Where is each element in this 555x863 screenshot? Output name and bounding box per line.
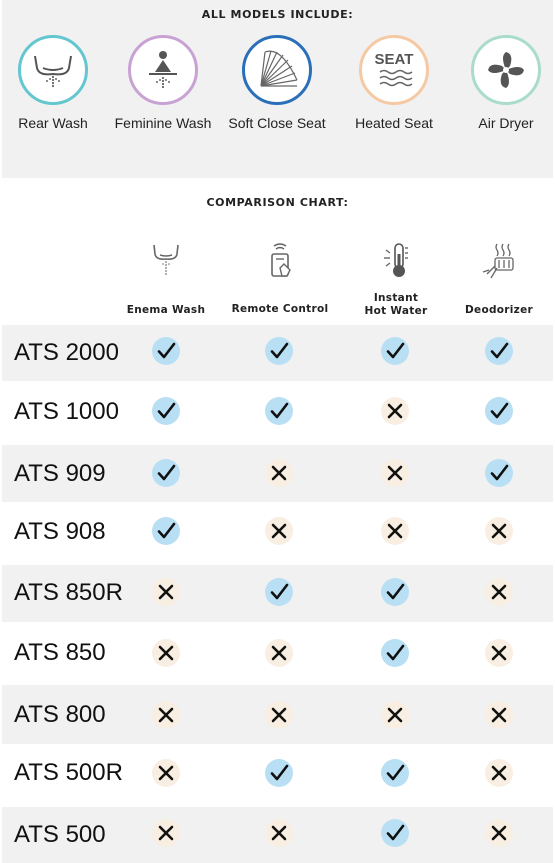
table-row: ATS 850R bbox=[2, 565, 553, 622]
model-name: ATS 850 bbox=[14, 639, 106, 666]
cross-icon bbox=[152, 701, 180, 729]
column-instant-hot-water: Instant Hot Water bbox=[341, 240, 451, 317]
column-remote-control: Remote Control bbox=[225, 240, 335, 315]
rear-wash-icon bbox=[18, 35, 88, 105]
feature-air-dryer: Air Dryer bbox=[451, 35, 555, 132]
check-icon bbox=[381, 337, 409, 365]
check-icon bbox=[265, 578, 293, 606]
comparison-heading: COMPARISON CHART: bbox=[206, 196, 349, 209]
column-label: Instant Hot Water bbox=[364, 292, 428, 317]
column-label: Enema Wash bbox=[126, 304, 206, 316]
table-row: ATS 908 bbox=[2, 502, 553, 565]
check-icon bbox=[152, 517, 180, 545]
cross-icon bbox=[381, 397, 409, 425]
check-icon bbox=[152, 337, 180, 365]
cross-icon bbox=[265, 639, 293, 667]
model-name: ATS 2000 bbox=[14, 339, 119, 366]
feature-soft-close-seat: Soft Close Seat bbox=[222, 35, 332, 132]
feminine-wash-icon bbox=[128, 35, 198, 105]
table-row: ATS 850 bbox=[2, 622, 553, 685]
column-enema-wash: Enema Wash bbox=[111, 240, 221, 316]
check-icon bbox=[381, 759, 409, 787]
heated-seat-icon: SEAT bbox=[359, 35, 429, 105]
model-name: ATS 908 bbox=[14, 518, 106, 545]
check-icon bbox=[152, 397, 180, 425]
deodorizer-icon bbox=[482, 243, 514, 279]
feature-label: Feminine Wash bbox=[114, 115, 212, 131]
feature-label: Rear Wash bbox=[18, 115, 88, 131]
cross-icon bbox=[265, 459, 293, 487]
enema-wash-icon bbox=[153, 244, 179, 275]
remote-control-icon bbox=[271, 243, 291, 277]
seat-icon-text: SEAT bbox=[375, 51, 414, 68]
check-icon bbox=[485, 337, 513, 365]
column-label: Deodorizer bbox=[465, 304, 533, 316]
cross-icon bbox=[485, 701, 513, 729]
cross-icon bbox=[485, 639, 513, 667]
check-icon bbox=[265, 759, 293, 787]
column-label: Remote Control bbox=[231, 303, 329, 315]
feature-heated-seat: SEAT Heated Seat bbox=[339, 35, 449, 132]
check-icon bbox=[381, 578, 409, 606]
feature-label: Heated Seat bbox=[355, 115, 433, 131]
check-icon bbox=[485, 459, 513, 487]
cross-icon bbox=[485, 819, 513, 847]
model-name: ATS 800 bbox=[14, 701, 106, 728]
feature-rear-wash: Rear Wash bbox=[0, 35, 108, 132]
cross-icon bbox=[152, 639, 180, 667]
feature-feminine-wash: Feminine Wash bbox=[108, 35, 218, 132]
cross-icon bbox=[485, 578, 513, 606]
table-row: ATS 800 bbox=[2, 685, 553, 744]
cross-icon bbox=[381, 459, 409, 487]
cross-icon bbox=[381, 517, 409, 545]
model-name: ATS 909 bbox=[14, 460, 106, 487]
check-icon bbox=[381, 639, 409, 667]
feature-label: Air Dryer bbox=[478, 115, 534, 131]
model-name: ATS 500 bbox=[14, 821, 106, 848]
check-icon bbox=[485, 397, 513, 425]
table-row: ATS 909 bbox=[2, 445, 553, 502]
feature-label: Soft Close Seat bbox=[228, 115, 326, 131]
table-row: ATS 2000 bbox=[2, 325, 553, 381]
soft-close-seat-icon bbox=[242, 35, 312, 105]
cross-icon bbox=[152, 759, 180, 787]
cross-icon bbox=[381, 701, 409, 729]
cross-icon bbox=[265, 517, 293, 545]
model-name: ATS 1000 bbox=[14, 398, 119, 425]
table-row: ATS 1000 bbox=[2, 381, 553, 445]
air-dryer-icon bbox=[471, 35, 541, 105]
model-name: ATS 500R bbox=[14, 759, 123, 786]
column-deodorizer: Deodorizer bbox=[444, 240, 554, 316]
cross-icon bbox=[265, 701, 293, 729]
check-icon bbox=[381, 819, 409, 847]
cross-icon bbox=[265, 819, 293, 847]
check-icon bbox=[265, 397, 293, 425]
cross-icon bbox=[485, 517, 513, 545]
table-row: ATS 500R bbox=[2, 744, 553, 807]
cross-icon bbox=[152, 578, 180, 606]
thermometer-icon bbox=[384, 243, 408, 277]
check-icon bbox=[265, 337, 293, 365]
cross-icon bbox=[152, 819, 180, 847]
cross-icon bbox=[485, 759, 513, 787]
model-name: ATS 850R bbox=[14, 579, 123, 606]
all-models-heading: ALL MODELS INCLUDE: bbox=[201, 8, 354, 21]
table-row: ATS 500 bbox=[2, 807, 553, 863]
check-icon bbox=[152, 459, 180, 487]
